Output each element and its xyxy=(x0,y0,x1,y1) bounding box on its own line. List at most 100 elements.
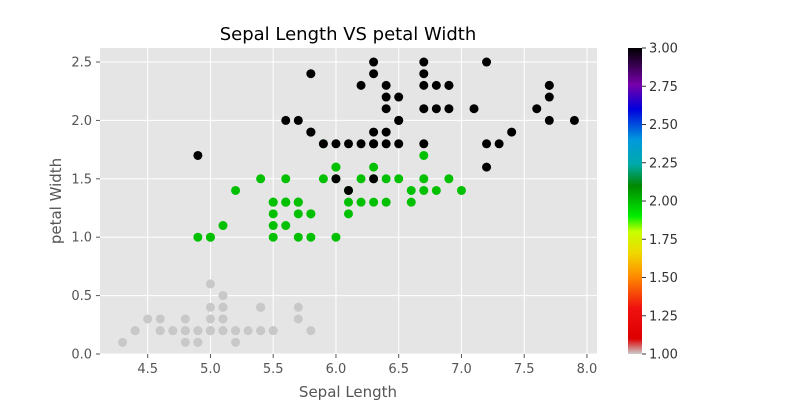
colorbar-tick-label: 1.50 xyxy=(649,271,678,286)
y-axis-label: petal Width xyxy=(47,158,65,244)
data-point xyxy=(482,57,492,67)
data-point xyxy=(356,80,366,90)
x-tick-label: 6.0 xyxy=(326,362,347,377)
data-point xyxy=(444,174,454,184)
data-point xyxy=(419,150,429,160)
data-point xyxy=(306,209,316,219)
data-point xyxy=(205,279,215,289)
data-point xyxy=(306,232,316,242)
data-point xyxy=(205,302,215,312)
data-point xyxy=(306,127,316,137)
colorbar-tick-label: 2.75 xyxy=(649,80,678,95)
colorbar-tick-label: 2.00 xyxy=(649,195,678,210)
data-point xyxy=(494,139,504,149)
data-point xyxy=(381,197,391,207)
data-point xyxy=(231,185,241,195)
data-point xyxy=(180,337,190,347)
data-point xyxy=(130,326,140,336)
data-point xyxy=(381,127,391,137)
data-point xyxy=(482,139,492,149)
data-point xyxy=(356,139,366,149)
data-point xyxy=(381,139,391,149)
colorbar-tick-label: 2.50 xyxy=(649,118,678,133)
data-point xyxy=(268,197,278,207)
data-point xyxy=(544,80,554,90)
data-point xyxy=(507,127,517,137)
y-tick-label: 0.5 xyxy=(71,289,92,304)
data-point xyxy=(369,162,379,172)
data-point xyxy=(193,232,203,242)
data-point xyxy=(143,314,153,324)
colorbar-tick-label: 3.00 xyxy=(649,42,678,57)
data-point xyxy=(406,197,416,207)
data-point xyxy=(444,80,454,90)
colorbar-ticks: 1.00 1.25 1.50 1.75 2.00 2.25 2.50 2.75 3.00 xyxy=(642,42,678,363)
x-axis-label: Sepal Length xyxy=(299,383,397,400)
data-point xyxy=(268,221,278,231)
data-point xyxy=(281,197,291,207)
data-point xyxy=(293,115,303,125)
data-point xyxy=(155,314,165,324)
colorbar xyxy=(628,48,642,354)
data-point xyxy=(369,197,379,207)
data-point xyxy=(231,337,241,347)
colorbar-tick-label: 1.75 xyxy=(649,233,678,248)
data-point xyxy=(431,80,441,90)
data-point xyxy=(419,104,429,114)
data-point xyxy=(193,150,203,160)
data-points xyxy=(118,57,579,347)
data-point xyxy=(431,185,441,195)
y-axis-ticks: 0.0 0.5 1.0 1.5 2.0 2.5 xyxy=(71,56,100,363)
data-point xyxy=(394,92,404,102)
data-point xyxy=(344,185,353,195)
x-tick-label: 7.5 xyxy=(514,362,535,377)
data-point xyxy=(381,104,391,114)
data-point xyxy=(306,69,316,79)
data-point xyxy=(168,326,178,336)
data-point xyxy=(394,139,404,149)
colorbar-tick-label: 1.25 xyxy=(649,309,678,324)
x-tick-label: 5.5 xyxy=(263,362,284,377)
data-point xyxy=(331,162,341,172)
data-point xyxy=(469,104,479,114)
data-point xyxy=(331,174,341,184)
x-tick-label: 6.5 xyxy=(388,362,409,377)
data-point xyxy=(268,209,278,219)
x-tick-label: 8.0 xyxy=(577,362,598,377)
data-point xyxy=(268,326,278,336)
data-point xyxy=(369,57,379,67)
data-point xyxy=(318,174,328,184)
x-tick-label: 4.5 xyxy=(137,362,158,377)
data-point xyxy=(356,197,366,207)
data-point xyxy=(193,337,203,347)
data-point xyxy=(318,139,328,149)
data-point xyxy=(431,104,441,114)
data-point xyxy=(243,326,253,336)
x-tick-label: 7.0 xyxy=(451,362,472,377)
data-point xyxy=(344,197,353,207)
data-point xyxy=(281,115,291,125)
data-point xyxy=(419,57,429,67)
data-point xyxy=(180,314,190,324)
data-point xyxy=(293,302,303,312)
data-point xyxy=(381,92,391,102)
data-point xyxy=(444,104,454,114)
data-point xyxy=(419,80,429,90)
y-tick-label: 1.5 xyxy=(71,172,92,187)
data-point xyxy=(218,302,228,312)
data-point xyxy=(293,314,303,324)
data-point xyxy=(218,326,228,336)
data-point xyxy=(205,314,215,324)
data-point xyxy=(281,174,291,184)
y-tick-label: 0.0 xyxy=(71,348,92,363)
data-point xyxy=(356,174,366,184)
data-point xyxy=(118,337,128,347)
data-point xyxy=(406,185,416,195)
data-point xyxy=(293,197,303,207)
colorbar-tick-label: 1.00 xyxy=(649,348,678,363)
colorbar-tick-label: 2.25 xyxy=(649,156,678,171)
data-point xyxy=(293,232,303,242)
data-point xyxy=(306,326,316,336)
data-point xyxy=(394,115,404,125)
data-point xyxy=(419,139,429,149)
